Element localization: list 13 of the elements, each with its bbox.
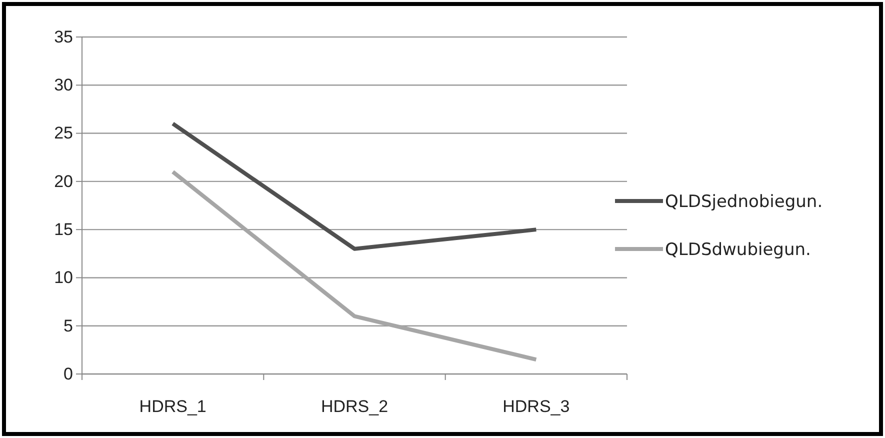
legend-label: QLDSdwubiegun. xyxy=(665,240,811,260)
y-tick-label: 10 xyxy=(54,268,73,288)
x-tick-label: HDRS_3 xyxy=(502,397,570,416)
y-tick-label: 5 xyxy=(64,316,73,336)
y-tick-label: 35 xyxy=(54,27,73,46)
y-tick-label: 15 xyxy=(54,220,73,240)
x-tick-label: HDRS_1 xyxy=(139,397,206,416)
y-tick-label: 0 xyxy=(64,364,73,384)
y-tick-label: 30 xyxy=(54,76,73,95)
y-tick-label: 20 xyxy=(54,172,73,191)
legend-label: QLDSjednobiegun. xyxy=(665,192,823,212)
y-tick-label: 25 xyxy=(54,124,73,143)
x-tick-label: HDRS_2 xyxy=(320,397,388,416)
